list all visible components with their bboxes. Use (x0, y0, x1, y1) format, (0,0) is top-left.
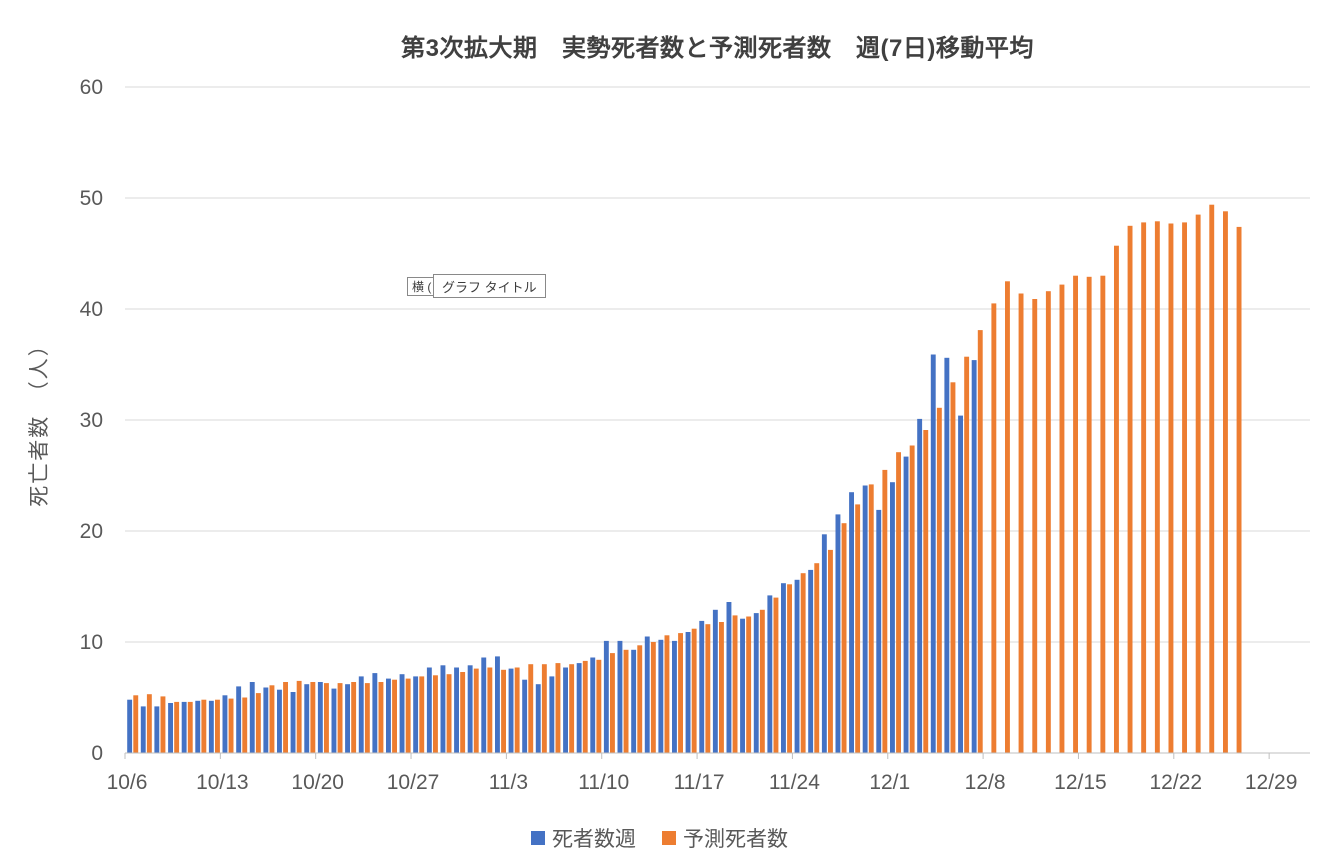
legend-item-predicted[interactable]: 予測死者数 (662, 823, 788, 853)
svg-text:12/1: 12/1 (869, 771, 910, 794)
predicted-series-swatch-icon (662, 831, 676, 845)
legend-item-actual[interactable]: 死者数週 (531, 823, 636, 853)
svg-text:12/15: 12/15 (1054, 771, 1107, 794)
floating-textbox[interactable]: 横 ( (407, 277, 435, 296)
actual-series-swatch-icon (531, 831, 545, 845)
svg-text:12/22: 12/22 (1150, 771, 1203, 794)
svg-text:12/8: 12/8 (965, 771, 1006, 794)
svg-text:60: 60 (80, 76, 103, 99)
svg-text:10/27: 10/27 (387, 771, 440, 794)
svg-text:12/29: 12/29 (1245, 771, 1298, 794)
svg-text:10/20: 10/20 (291, 771, 344, 794)
svg-text:11/3: 11/3 (489, 771, 528, 794)
svg-text:10: 10 (80, 631, 103, 654)
svg-text:11/17: 11/17 (674, 771, 725, 794)
legend-label-actual: 死者数週 (552, 828, 636, 851)
svg-text:11/24: 11/24 (769, 771, 820, 794)
chart-title-tooltip: グラフ タイトル (433, 274, 546, 298)
svg-text:10/13: 10/13 (196, 771, 249, 794)
svg-text:0: 0 (91, 742, 103, 765)
svg-text:40: 40 (80, 298, 103, 321)
svg-text:50: 50 (80, 187, 103, 210)
svg-text:20: 20 (80, 520, 103, 543)
legend: 死者数週 予測死者数 (0, 823, 1319, 853)
svg-text:30: 30 (80, 409, 103, 432)
chart-title[interactable]: 第3次拡大期 実勢死者数と予測死者数 週(7日)移動平均 (401, 35, 1034, 62)
legend-label-predicted: 予測死者数 (683, 828, 788, 851)
svg-text:11/10: 11/10 (578, 771, 629, 794)
svg-text:10/6: 10/6 (107, 771, 148, 794)
